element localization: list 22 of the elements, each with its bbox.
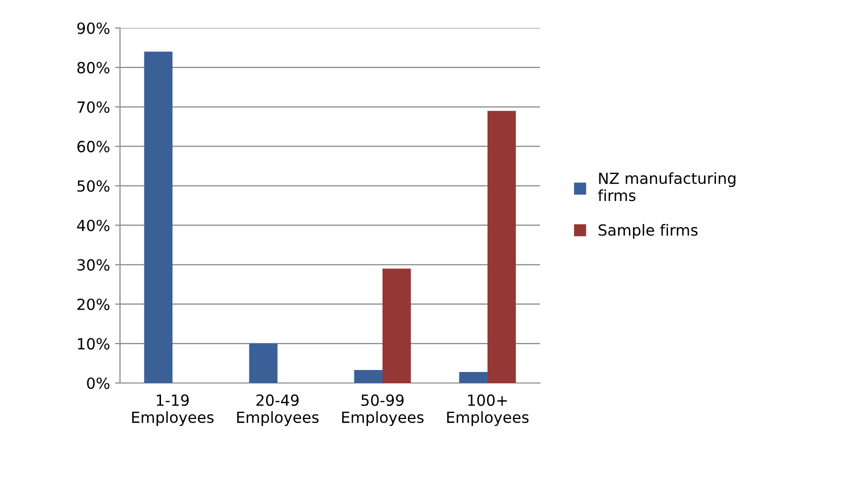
bar	[354, 370, 382, 383]
x-tick-label: 1-19 Employees	[132, 394, 214, 426]
bar	[382, 268, 411, 383]
y-tick-label: 70%	[78, 101, 110, 113]
x-tick-label: 20-49 Employees	[237, 394, 319, 426]
y-tick-label: 90%	[77, 22, 110, 34]
legend-label: NZ manufacturing firms	[598, 172, 736, 202]
y-tick-label: 10%	[78, 338, 110, 350]
y-tick-label: 60%	[77, 140, 110, 152]
bar	[488, 110, 516, 383]
y-tick-label: 30%	[77, 259, 110, 271]
bar	[249, 344, 278, 383]
y-tick-label: 80%	[77, 62, 110, 74]
y-tick-label: 20%	[77, 298, 110, 310]
bar	[459, 372, 488, 383]
x-tick-label: 50-99 Employees	[342, 394, 424, 426]
y-tick-label: 0%	[87, 377, 110, 390]
y-tick-label: 50%	[78, 180, 110, 192]
legend-label: Sample firms	[598, 224, 698, 239]
y-tick-label: 40%	[77, 220, 110, 232]
bar	[144, 52, 172, 383]
x-tick-label: 100+ Employees	[447, 394, 529, 426]
